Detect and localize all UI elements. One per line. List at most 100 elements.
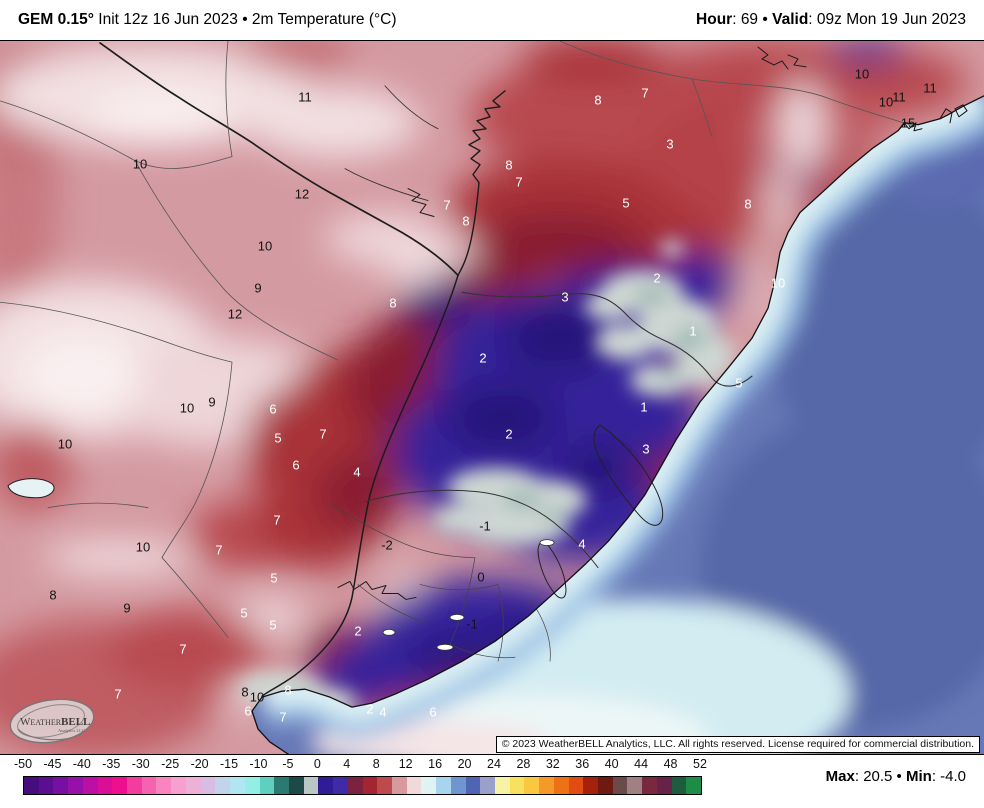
legend-tick-label: 28 bbox=[516, 757, 531, 771]
state-border-7 bbox=[559, 41, 917, 128]
legend-color-cell bbox=[406, 777, 422, 794]
legend-color-cell bbox=[53, 777, 69, 794]
legend-tick-labels: -50 -45 -40 -35 -30 -25 -20 -15 -10 -5 0 4 8 12 16 20 24… bbox=[0, 757, 760, 773]
legend-color-cell bbox=[421, 777, 437, 794]
legend-tick-label: -50 bbox=[13, 757, 33, 771]
legend-color-cell bbox=[568, 777, 584, 794]
copyright-notice: © 2023 WeatherBELL Analytics, LLC. All r… bbox=[495, 736, 980, 753]
legend-color-cell bbox=[377, 777, 392, 794]
logo-text: WeatherBELL bbox=[20, 716, 90, 728]
legend-tick-label: 4 bbox=[343, 757, 351, 771]
legend-tick-label: -10 bbox=[249, 757, 268, 771]
state-border-4 bbox=[0, 301, 233, 558]
legend-tick-label: 40 bbox=[604, 757, 619, 771]
legend-tick-label: 16 bbox=[428, 757, 443, 771]
model-name: GEM 0.15 bbox=[18, 11, 88, 28]
state-border-6 bbox=[47, 502, 149, 509]
lake-small-3 bbox=[382, 628, 396, 636]
legend-tick-label: 12 bbox=[398, 757, 413, 771]
border-uruguay-north bbox=[364, 489, 599, 569]
state-border-1 bbox=[225, 41, 233, 158]
legend-color-cell bbox=[24, 777, 39, 794]
coastline bbox=[251, 95, 984, 754]
legend-color-cell bbox=[598, 777, 613, 794]
legend-tick-label: 44 bbox=[634, 757, 649, 771]
map-boundaries bbox=[0, 41, 984, 754]
river-north-1 bbox=[384, 85, 439, 130]
max-min-readout: Max: 20.5 • Min: -4.0 bbox=[825, 768, 966, 785]
legend-tick-label: -25 bbox=[161, 757, 180, 771]
legend-color-cell bbox=[68, 777, 83, 794]
lake-small-4 bbox=[436, 643, 454, 651]
legend-tick-label: 20 bbox=[457, 757, 472, 771]
legend-tick-label: 48 bbox=[663, 757, 678, 771]
state-border-8 bbox=[691, 78, 713, 138]
legend-tick-label: -40 bbox=[72, 757, 91, 771]
legend-tick-label: 32 bbox=[545, 757, 560, 771]
coast-bay-jags bbox=[897, 104, 968, 132]
legend-color-cell bbox=[583, 777, 599, 794]
legend-tick-label: -30 bbox=[131, 757, 150, 771]
weatherbell-logo: WeatherBELL Analytics LLC bbox=[9, 698, 95, 744]
river-north-2 bbox=[344, 168, 429, 202]
dept-border-2 bbox=[419, 584, 504, 662]
legend-color-cell bbox=[642, 777, 657, 794]
lake-small-2 bbox=[449, 613, 465, 621]
legend-color-cell bbox=[656, 777, 672, 794]
legend-color-cell bbox=[215, 777, 231, 794]
state-border-3 bbox=[134, 160, 339, 361]
legend-color-cell bbox=[686, 777, 702, 794]
legend-color-cell bbox=[97, 777, 113, 794]
legend-tick-label: -35 bbox=[102, 757, 121, 771]
legend-color-cell bbox=[82, 777, 98, 794]
legend-color-cell bbox=[200, 777, 216, 794]
river-negro-reservoir bbox=[337, 580, 417, 600]
border-brazil-uruguay bbox=[461, 291, 753, 387]
legend-color-cell bbox=[171, 777, 186, 794]
legend-color-cell bbox=[509, 777, 525, 794]
legend-color-cell bbox=[480, 777, 495, 794]
legend-color-cell bbox=[185, 777, 201, 794]
legend-color-cell bbox=[156, 777, 172, 794]
header-bar: GEM 0.15° Init 12z 16 Jun 2023 • 2m Temp… bbox=[0, 0, 984, 40]
legend-color-cell bbox=[465, 777, 481, 794]
legend-color-cell bbox=[244, 777, 260, 794]
legend-color-cell bbox=[553, 777, 569, 794]
legend-tick-label: 0 bbox=[313, 757, 321, 771]
river-uruguay-reservoir bbox=[457, 90, 506, 277]
state-border-5 bbox=[161, 557, 229, 638]
hour-label: Hour bbox=[696, 11, 733, 28]
temperature-map: 10 11 12 10 9 12 9 10 10 10 8 9 10 11 11 10 15 -1 -2 0 -1 8 10… bbox=[0, 40, 984, 755]
cold-pockets bbox=[238, 240, 734, 719]
legend-color-cell bbox=[318, 777, 334, 794]
river-uruguay-lower bbox=[261, 274, 459, 697]
legend-color-cell bbox=[112, 777, 128, 794]
legend-color-cell bbox=[303, 777, 319, 794]
dept-border-4 bbox=[329, 504, 396, 540]
legend-color-cell bbox=[524, 777, 540, 794]
lagoon-mirim bbox=[537, 540, 567, 599]
min-label: Min bbox=[905, 768, 932, 785]
legend-color-cell bbox=[38, 777, 54, 794]
legend-color-cell bbox=[450, 777, 466, 794]
legend-tick-label: -45 bbox=[43, 757, 62, 771]
legend-color-cell bbox=[333, 777, 348, 794]
title-rest: Init 12z 16 Jun 2023 • 2m Temperature (°… bbox=[93, 11, 397, 28]
legend-color-cell bbox=[141, 777, 157, 794]
lake-small-1 bbox=[539, 539, 555, 546]
legend-color-cell bbox=[274, 777, 289, 794]
river-parana bbox=[99, 42, 459, 277]
legend-tick-label: 36 bbox=[575, 757, 590, 771]
valid-time: Hour: 69 • Valid: 09z Mon 19 Jun 2023 bbox=[696, 11, 966, 28]
legend-color-cell bbox=[627, 777, 643, 794]
legend-color-cell bbox=[495, 777, 510, 794]
lake-mar-chiquita bbox=[7, 478, 55, 499]
temperature-field bbox=[0, 41, 984, 754]
logo-subtext: Analytics LLC bbox=[58, 728, 85, 733]
river-northeast bbox=[757, 46, 807, 70]
legend-color-cell bbox=[127, 777, 142, 794]
legend-color-cell bbox=[362, 777, 378, 794]
legend-color-cell bbox=[436, 777, 451, 794]
lagoon-patos bbox=[593, 424, 664, 526]
